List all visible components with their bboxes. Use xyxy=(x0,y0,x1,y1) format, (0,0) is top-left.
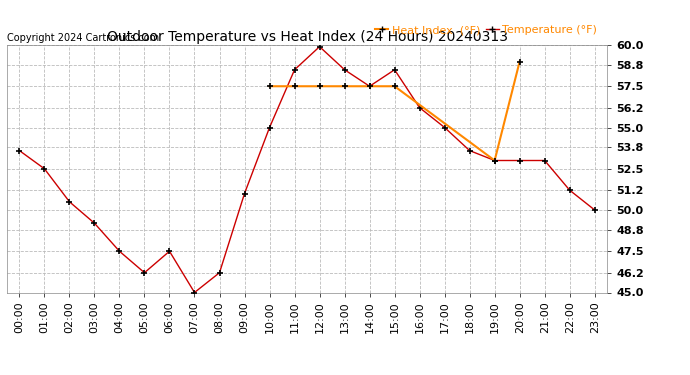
Text: Copyright 2024 Cartronics.com: Copyright 2024 Cartronics.com xyxy=(7,33,159,42)
Legend: Heat Index  (°F), Temperature (°F): Heat Index (°F), Temperature (°F) xyxy=(371,21,602,40)
Title: Outdoor Temperature vs Heat Index (24 Hours) 20240313: Outdoor Temperature vs Heat Index (24 Ho… xyxy=(106,30,508,44)
